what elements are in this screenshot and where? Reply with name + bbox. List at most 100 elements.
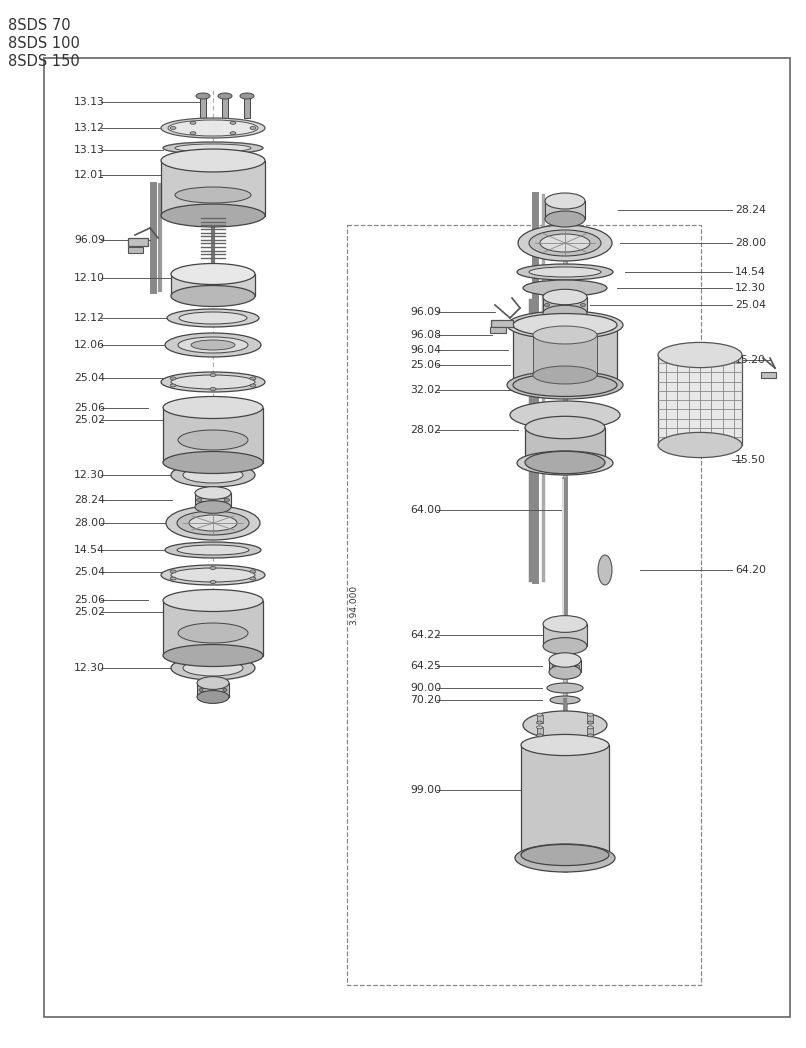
- Ellipse shape: [219, 685, 223, 689]
- Ellipse shape: [210, 373, 216, 376]
- Text: 12.30: 12.30: [74, 663, 105, 673]
- Ellipse shape: [177, 511, 249, 534]
- Text: 28.24: 28.24: [74, 495, 105, 505]
- Ellipse shape: [545, 304, 550, 306]
- Text: 12.12: 12.12: [74, 313, 105, 323]
- Ellipse shape: [171, 656, 255, 680]
- Text: 64.25: 64.25: [410, 661, 441, 671]
- Ellipse shape: [202, 692, 206, 695]
- Bar: [658, 355, 742, 445]
- Ellipse shape: [178, 337, 248, 353]
- Bar: [761, 372, 775, 378]
- Ellipse shape: [197, 677, 229, 690]
- Ellipse shape: [598, 555, 612, 585]
- Ellipse shape: [163, 396, 263, 418]
- Ellipse shape: [165, 333, 261, 357]
- Ellipse shape: [211, 693, 215, 696]
- Ellipse shape: [543, 305, 587, 321]
- Ellipse shape: [543, 637, 587, 654]
- Ellipse shape: [549, 653, 581, 668]
- Text: 8SDS 100: 8SDS 100: [8, 36, 80, 51]
- Bar: [545, 201, 585, 219]
- Ellipse shape: [562, 315, 568, 319]
- Ellipse shape: [197, 691, 229, 703]
- Ellipse shape: [210, 502, 215, 505]
- Ellipse shape: [166, 506, 260, 540]
- Ellipse shape: [525, 452, 605, 474]
- Ellipse shape: [250, 577, 256, 580]
- Text: 70.20: 70.20: [410, 695, 441, 705]
- Text: 64.20: 64.20: [735, 565, 766, 575]
- Ellipse shape: [550, 696, 580, 704]
- Bar: [558, 669, 560, 672]
- Ellipse shape: [607, 327, 613, 330]
- Ellipse shape: [185, 267, 241, 281]
- Ellipse shape: [170, 570, 177, 573]
- Text: 28.00: 28.00: [735, 238, 767, 248]
- Ellipse shape: [163, 141, 263, 154]
- Ellipse shape: [543, 615, 587, 632]
- Ellipse shape: [163, 645, 263, 667]
- Ellipse shape: [547, 683, 583, 693]
- Ellipse shape: [173, 594, 183, 602]
- Ellipse shape: [168, 121, 258, 136]
- Text: 15.50: 15.50: [735, 455, 766, 465]
- Ellipse shape: [210, 581, 216, 584]
- Bar: [163, 601, 263, 655]
- Bar: [537, 727, 542, 736]
- Ellipse shape: [195, 501, 231, 514]
- Ellipse shape: [575, 300, 580, 303]
- Ellipse shape: [523, 280, 607, 296]
- Ellipse shape: [658, 343, 742, 368]
- Bar: [588, 727, 593, 736]
- Ellipse shape: [533, 366, 597, 384]
- Ellipse shape: [563, 299, 567, 302]
- Bar: [128, 238, 148, 246]
- Ellipse shape: [170, 577, 177, 580]
- Bar: [533, 335, 597, 375]
- Ellipse shape: [165, 542, 261, 558]
- Text: 13.13: 13.13: [74, 145, 105, 155]
- Ellipse shape: [218, 93, 232, 99]
- Ellipse shape: [171, 285, 255, 306]
- Ellipse shape: [179, 312, 247, 324]
- Ellipse shape: [178, 623, 248, 643]
- Text: 13.13: 13.13: [74, 97, 105, 107]
- Bar: [176, 403, 180, 412]
- Ellipse shape: [211, 684, 215, 687]
- Text: 14.54: 14.54: [735, 267, 766, 277]
- Text: 13.12: 13.12: [74, 123, 105, 133]
- Ellipse shape: [170, 127, 176, 130]
- Ellipse shape: [557, 656, 573, 664]
- Ellipse shape: [197, 499, 202, 502]
- Ellipse shape: [513, 313, 617, 336]
- Text: 96.09: 96.09: [74, 235, 105, 245]
- Text: 96.09: 96.09: [410, 307, 441, 316]
- Bar: [525, 428, 605, 462]
- Ellipse shape: [507, 311, 623, 339]
- Ellipse shape: [580, 304, 585, 306]
- Ellipse shape: [588, 734, 593, 737]
- Ellipse shape: [550, 307, 555, 310]
- Bar: [491, 320, 513, 327]
- Ellipse shape: [230, 122, 236, 125]
- Bar: [537, 715, 542, 723]
- Bar: [222, 96, 228, 118]
- Ellipse shape: [240, 93, 254, 99]
- Ellipse shape: [171, 568, 255, 582]
- Ellipse shape: [201, 496, 206, 499]
- Ellipse shape: [189, 515, 237, 531]
- Bar: [161, 160, 265, 216]
- Text: 28.00: 28.00: [74, 518, 105, 528]
- Ellipse shape: [210, 388, 216, 391]
- Ellipse shape: [563, 308, 567, 311]
- Bar: [195, 493, 231, 507]
- Bar: [200, 96, 206, 118]
- Ellipse shape: [533, 326, 597, 344]
- Ellipse shape: [183, 467, 243, 483]
- Ellipse shape: [588, 713, 593, 716]
- Ellipse shape: [219, 692, 223, 695]
- Ellipse shape: [191, 340, 235, 350]
- Text: 90.00: 90.00: [410, 683, 441, 693]
- Text: 25.02: 25.02: [74, 415, 105, 425]
